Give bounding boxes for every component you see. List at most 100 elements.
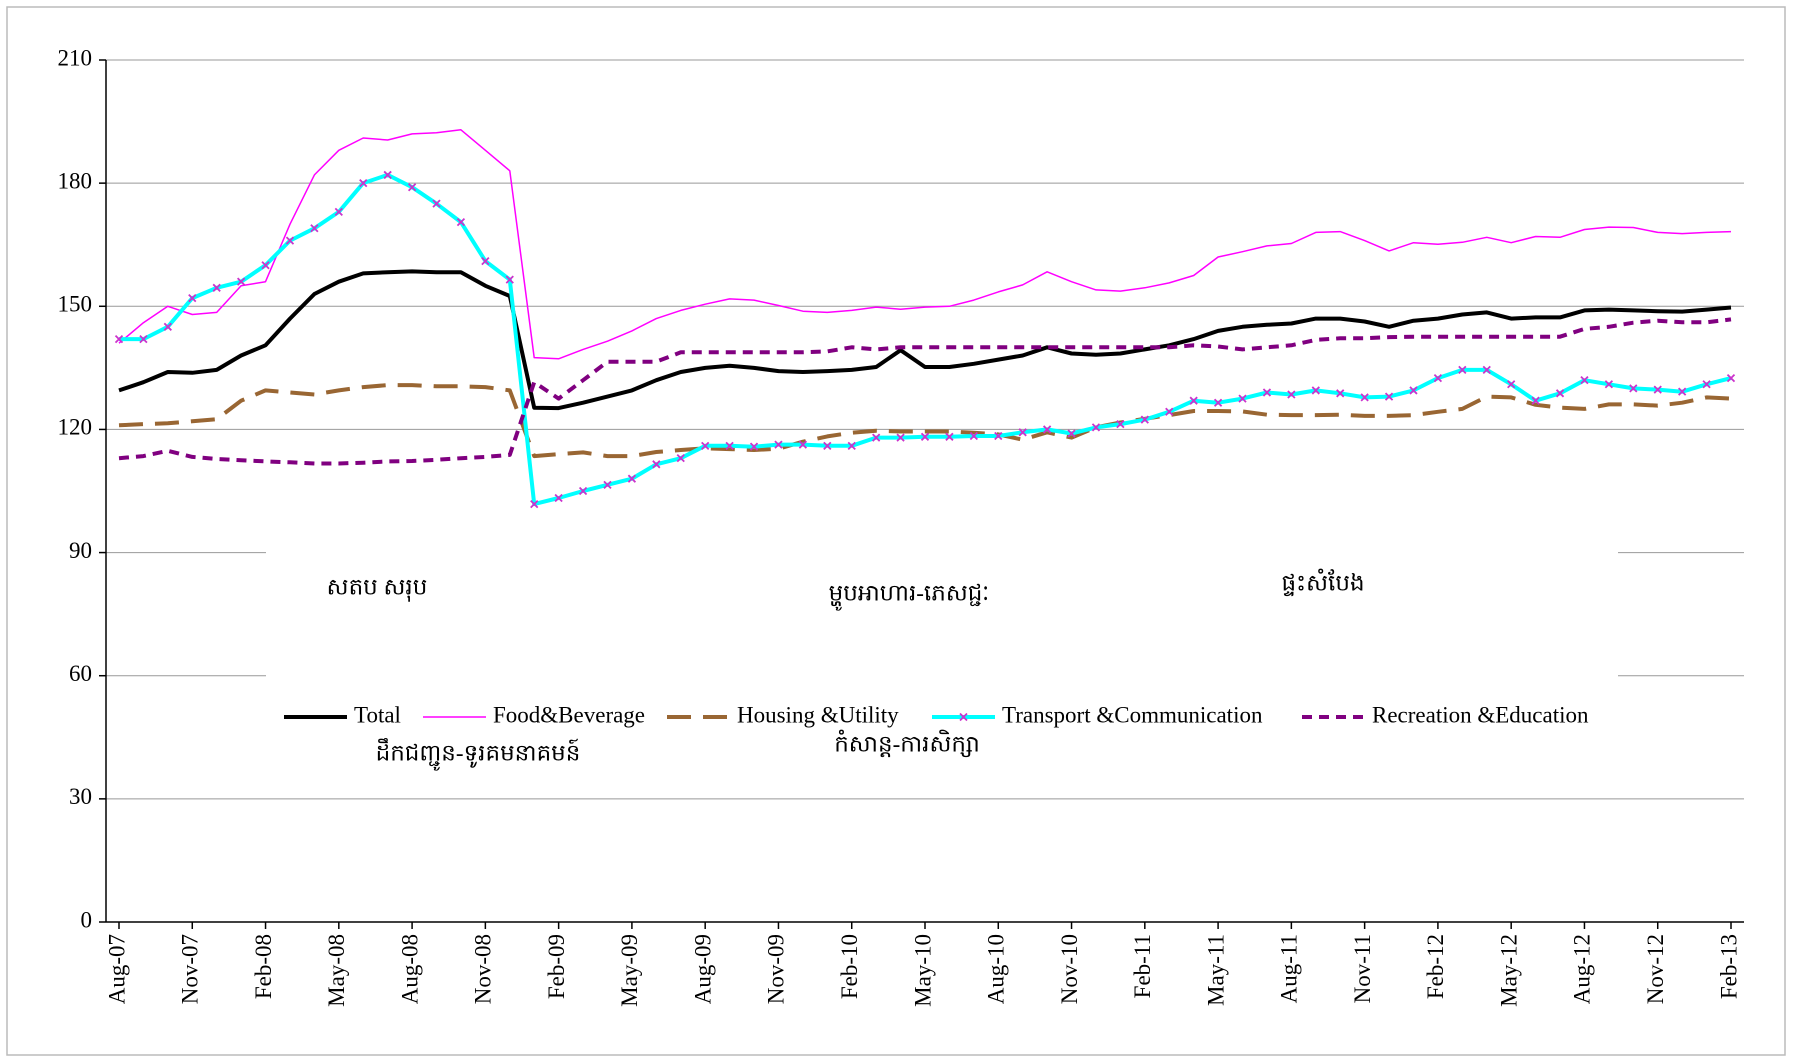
series-marker: [578, 486, 588, 496]
series-marker: [383, 170, 392, 180]
series-marker: [920, 432, 930, 441]
series-marker: [1287, 390, 1296, 399]
series-marker: [1409, 386, 1418, 395]
series-marker: [1360, 393, 1369, 402]
series-marker: [1238, 394, 1247, 403]
series-line: [118, 129, 1732, 360]
series-marker: [1482, 365, 1491, 375]
series-marker: [188, 293, 197, 303]
series-marker: [481, 256, 490, 266]
series-marker: [236, 277, 246, 286]
series-marker: [310, 224, 319, 233]
series-marker: [749, 442, 759, 451]
series-marker: [1604, 380, 1614, 389]
series-marker: [1140, 415, 1149, 424]
legend-marker: [959, 712, 968, 722]
x-tick-label: May-08: [324, 934, 349, 1007]
series-marker: [139, 334, 148, 344]
series-marker: [1702, 380, 1711, 389]
x-tick-label: Aug-10: [984, 934, 1009, 1004]
series-marker: [285, 236, 295, 245]
series-marker: [676, 454, 685, 463]
series-marker: [1042, 425, 1052, 434]
annotation: សតប សរុប: [327, 574, 428, 602]
legend-background: [266, 537, 1618, 769]
chart-border: [6, 6, 1786, 1056]
series-marker: [1165, 407, 1174, 416]
series-line: [118, 269, 1732, 411]
annotation: ផ្ទះសំបែង: [1281, 568, 1364, 596]
x-tick-label: Nov-10: [1057, 934, 1082, 1004]
legend-label: Recreation &Education: [1372, 702, 1589, 727]
series-marker: [1262, 388, 1272, 397]
x-tick-label: Nov-11: [1350, 934, 1375, 1003]
series-marker: [432, 199, 441, 208]
series-marker: [1116, 419, 1125, 429]
series-marker: [1213, 398, 1223, 407]
x-tick-label: Nov-07: [178, 934, 203, 1004]
x-tick-label: May-11: [1203, 934, 1228, 1006]
series-marker: [114, 334, 124, 344]
series-marker: [872, 433, 881, 442]
series-marker: [1311, 386, 1320, 395]
series-marker: [1678, 387, 1687, 396]
x-tick-label: May-09: [617, 934, 642, 1007]
series-marker: [1189, 396, 1198, 405]
series-marker: [627, 474, 637, 483]
y-tick-label: 30: [69, 784, 92, 809]
series-marker: [701, 441, 710, 450]
x-tick-label: Feb-12: [1423, 934, 1448, 999]
x-tick-label: Nov-09: [764, 934, 789, 1004]
series-marker: [407, 183, 417, 192]
series-marker: [212, 283, 221, 292]
x-tick-label: May-12: [1496, 934, 1521, 1007]
y-tick-label: 210: [58, 45, 93, 70]
x-tick-label: Nov-08: [471, 934, 496, 1004]
y-tick-label: 60: [69, 661, 92, 686]
series-marker: [823, 441, 832, 450]
series-marker: [1384, 392, 1394, 401]
series-line: [118, 317, 1732, 466]
y-tick-label: 150: [58, 292, 93, 317]
series-marker: [163, 322, 172, 331]
series-marker: [725, 441, 734, 450]
series-marker: [456, 218, 466, 227]
series-marker: [1067, 429, 1076, 438]
series-marker: [1653, 385, 1662, 394]
series-marker: [554, 493, 563, 503]
x-tick-label: Feb-09: [544, 934, 569, 999]
series-marker: [1336, 389, 1345, 398]
y-tick-label: 180: [58, 168, 93, 193]
series-marker: [847, 441, 856, 450]
series-marker: [1507, 380, 1516, 389]
series-marker: [945, 432, 954, 441]
series-marker: [994, 431, 1003, 441]
series-marker: [774, 440, 783, 449]
series-marker: [1433, 373, 1443, 383]
legend-label: Transport &Communication: [1002, 702, 1263, 727]
series-marker: [505, 275, 514, 284]
series-marker: [896, 433, 905, 442]
series-marker: [1458, 365, 1467, 375]
series-marker: [969, 431, 978, 441]
series-marker: [1091, 423, 1101, 432]
x-tick-label: Aug-12: [1570, 934, 1595, 1004]
y-tick-label: 0: [81, 907, 93, 932]
series-marker: [1580, 376, 1589, 385]
x-tick-label: Feb-10: [837, 934, 862, 999]
legend-label: Food&Beverage: [493, 702, 645, 727]
x-tick-label: Feb-08: [251, 934, 276, 999]
series-marker: [1555, 389, 1565, 398]
annotation: កំសាន្ត-ការសិក្សា: [834, 729, 980, 757]
x-tick-label: May-10: [910, 934, 935, 1007]
y-tick-label: 90: [69, 538, 92, 563]
legend-label: Housing &Utility: [737, 702, 899, 727]
legend-label: Total: [354, 702, 401, 727]
x-tick-label: Nov-12: [1643, 934, 1668, 1004]
x-tick-label: Aug-09: [690, 934, 715, 1004]
series-marker: [603, 480, 612, 489]
series-marker: [1726, 373, 1736, 383]
series-marker: [334, 207, 343, 217]
